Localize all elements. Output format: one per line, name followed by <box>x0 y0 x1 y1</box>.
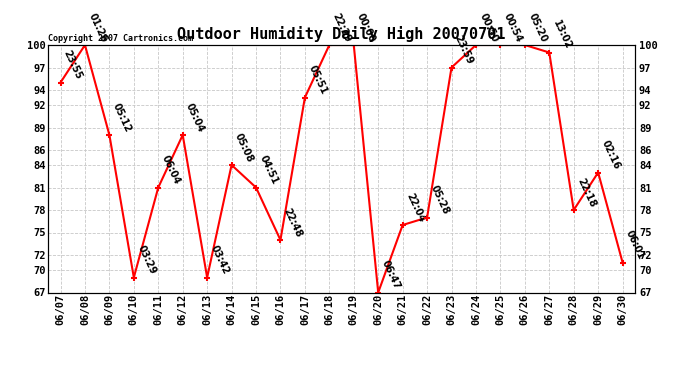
Text: 06:01: 06:01 <box>624 229 646 261</box>
Text: 05:08: 05:08 <box>233 131 255 164</box>
Text: 13:02: 13:02 <box>551 19 573 51</box>
Text: 00:50: 00:50 <box>477 11 500 44</box>
Text: 01:26: 01:26 <box>86 11 108 44</box>
Text: 05:28: 05:28 <box>428 184 451 216</box>
Text: 06:47: 06:47 <box>380 259 402 291</box>
Text: 00:00: 00:00 <box>355 11 377 44</box>
Text: 22:29: 22:29 <box>331 11 353 44</box>
Text: 23:59: 23:59 <box>453 34 475 66</box>
Text: 02:16: 02:16 <box>600 139 622 171</box>
Text: 00:54: 00:54 <box>502 11 524 44</box>
Text: 05:12: 05:12 <box>111 101 133 134</box>
Text: 04:51: 04:51 <box>257 154 279 186</box>
Text: 03:42: 03:42 <box>208 244 230 276</box>
Text: Copyright 2007 Cartronics.com: Copyright 2007 Cartronics.com <box>48 33 193 42</box>
Text: 22:18: 22:18 <box>575 176 598 209</box>
Title: Outdoor Humidity Daily High 20070701: Outdoor Humidity Daily High 20070701 <box>177 27 506 42</box>
Text: 23:55: 23:55 <box>62 49 84 81</box>
Text: 22:48: 22:48 <box>282 206 304 238</box>
Text: 05:04: 05:04 <box>184 101 206 134</box>
Text: 05:51: 05:51 <box>306 64 328 96</box>
Text: 05:20: 05:20 <box>526 11 549 44</box>
Text: 06:04: 06:04 <box>159 154 182 186</box>
Text: 03:29: 03:29 <box>135 244 157 276</box>
Text: 22:04: 22:04 <box>404 191 426 224</box>
